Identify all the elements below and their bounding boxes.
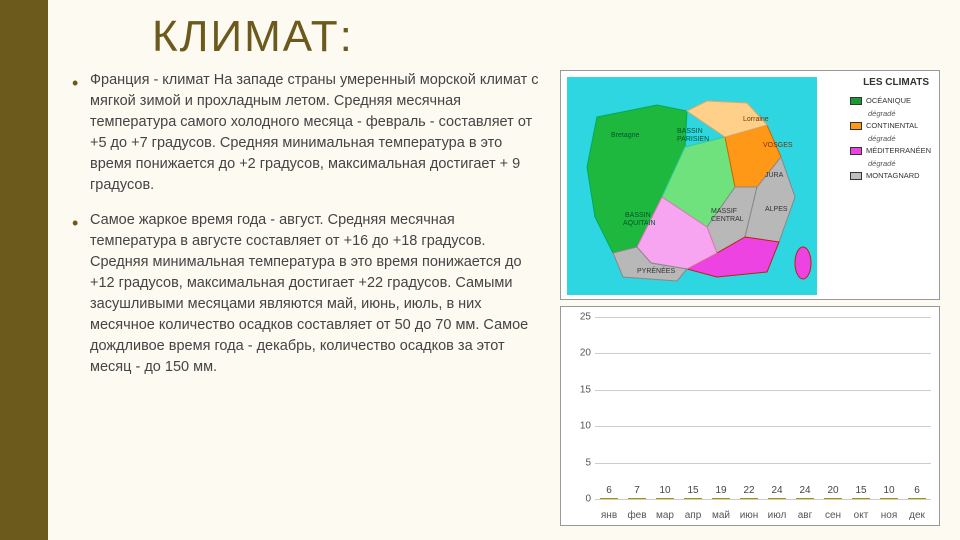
y-axis-label: 15: [569, 384, 591, 395]
bar-value-label: 6: [914, 485, 920, 496]
bar: [628, 498, 646, 499]
bar-value-label: 6: [606, 485, 612, 496]
x-axis-label: апр: [682, 510, 704, 521]
y-axis-label: 10: [569, 421, 591, 432]
svg-text:BASSIN: BASSIN: [625, 212, 651, 219]
map-legend: OCÉANIQUE dégradé CONTINENTAL dégradé MÉ…: [850, 95, 931, 183]
svg-text:PARISIEN: PARISIEN: [677, 136, 709, 143]
svg-text:ALPES: ALPES: [765, 206, 788, 213]
x-axis-label: июн: [738, 510, 760, 521]
bar-value-label: 10: [883, 485, 894, 496]
bullet-2: Самое жаркое время года - август. Средня…: [72, 210, 542, 378]
x-axis-label: мар: [654, 510, 676, 521]
bar-value-label: 15: [855, 485, 866, 496]
svg-text:JURA: JURA: [765, 172, 784, 179]
bar-value-label: 19: [715, 485, 726, 496]
svg-text:MASSIF: MASSIF: [711, 208, 737, 215]
y-axis-label: 0: [569, 494, 591, 505]
bar: [656, 498, 674, 499]
x-axis-label: июл: [766, 510, 788, 521]
temperature-bar-chart: 0510152025671015192224242015106 янвфевма…: [560, 306, 940, 526]
bar-value-label: 15: [687, 485, 698, 496]
svg-text:AQUITAIN: AQUITAIN: [623, 220, 656, 227]
slide-title: КЛИМАТ:: [152, 12, 940, 62]
x-axis-label: сен: [822, 510, 844, 521]
map-label: Bretagne: [611, 132, 640, 139]
bar: [824, 498, 842, 499]
bar-value-label: 24: [771, 485, 782, 496]
bullet-1: Франция - климат На западе страны умерен…: [72, 70, 542, 196]
bar: [768, 498, 786, 499]
svg-text:VOSGES: VOSGES: [763, 142, 793, 149]
x-axis-label: янв: [598, 510, 620, 521]
climate-map: LES CLIMATS: [560, 70, 940, 300]
bar: [712, 498, 730, 499]
y-axis-label: 25: [569, 312, 591, 323]
x-axis-label: авг: [794, 510, 816, 521]
bar-value-label: 24: [799, 485, 810, 496]
y-axis-label: 20: [569, 348, 591, 359]
x-axis-label: окт: [850, 510, 872, 521]
svg-text:CENTRAL: CENTRAL: [711, 216, 744, 223]
bar: [852, 498, 870, 499]
bar-value-label: 7: [634, 485, 640, 496]
y-axis-label: 5: [569, 457, 591, 468]
bar: [684, 498, 702, 499]
text-column: Франция - климат На западе страны умерен…: [72, 70, 542, 526]
bar: [880, 498, 898, 499]
x-axis-label: фев: [626, 510, 648, 521]
bar-value-label: 20: [827, 485, 838, 496]
svg-text:BASSIN: BASSIN: [677, 128, 703, 135]
x-axis-label: дек: [906, 510, 928, 521]
bar: [740, 498, 758, 499]
map-title: LES CLIMATS: [863, 77, 929, 88]
content-row: Франция - климат На западе страны умерен…: [72, 70, 940, 526]
bar-value-label: 22: [743, 485, 754, 496]
bar: [796, 498, 814, 499]
bar: [908, 498, 926, 499]
x-axis-label: ноя: [878, 510, 900, 521]
x-axis-label: май: [710, 510, 732, 521]
bar: [600, 498, 618, 499]
bar-value-label: 10: [659, 485, 670, 496]
svg-text:PYRÉNÉES: PYRÉNÉES: [637, 266, 675, 275]
svg-text:Lorraine: Lorraine: [743, 116, 769, 123]
figure-column: LES CLIMATS: [560, 70, 940, 526]
france-map-svg: Bretagne BASSIN PARISIEN Lorraine VOSGES…: [567, 77, 817, 295]
